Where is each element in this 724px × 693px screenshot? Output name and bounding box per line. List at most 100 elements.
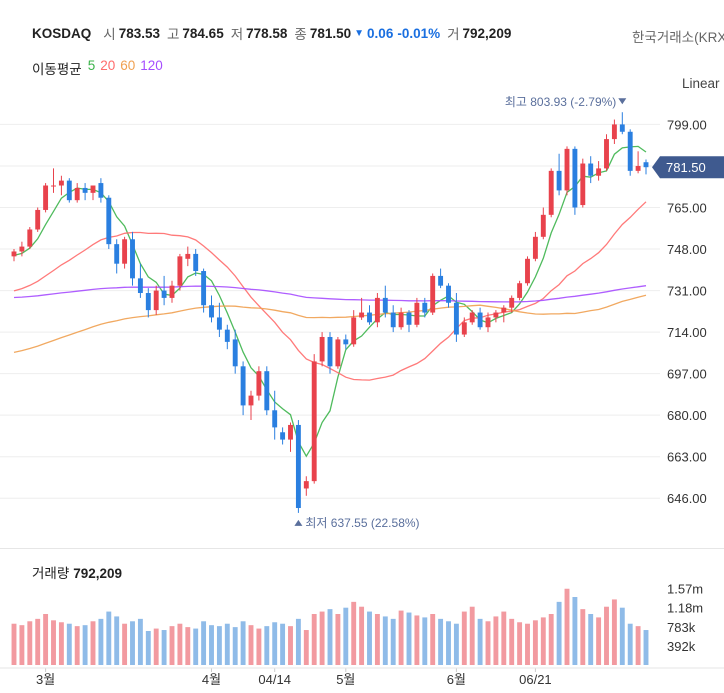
volume-bar — [272, 622, 278, 665]
candle-body — [382, 297, 388, 313]
candle-body — [611, 124, 617, 140]
volume-bar — [216, 626, 222, 665]
ma-legend-60[interactable]: 60 — [120, 58, 136, 73]
candle-body — [596, 168, 602, 176]
low-marker-icon — [294, 519, 303, 526]
low-label: 저 — [230, 27, 244, 42]
volume-tick-label: 1.57m — [667, 582, 703, 597]
exchange-name: 한국거래소(KRX) — [632, 30, 724, 45]
candle-body — [19, 246, 25, 252]
high-marker-icon — [618, 98, 627, 105]
candle-body — [359, 312, 365, 318]
volume-bar — [82, 625, 88, 665]
price-tick-label: 697.00 — [667, 367, 707, 382]
candle-body — [58, 180, 64, 186]
volume-bar — [556, 601, 562, 665]
candle-body — [406, 312, 412, 325]
volume-bar — [453, 623, 459, 665]
volume-bar — [619, 607, 625, 665]
last-price-tag — [652, 156, 724, 179]
volume-bar — [422, 617, 428, 665]
volume-bar — [311, 614, 317, 665]
candle-body — [232, 339, 238, 367]
price-tick-label: 680.00 — [667, 408, 707, 423]
high-annotation: 최고 803.93 (-2.79%) — [505, 95, 616, 109]
volume-bar — [145, 631, 151, 665]
last-price-label: 781.50 — [666, 160, 706, 175]
volume-bar — [319, 611, 325, 665]
close-label: 종 — [294, 27, 307, 42]
volume-bar — [564, 588, 570, 665]
volume-bar — [469, 606, 475, 665]
scale-mode-button[interactable]: Linear — [682, 76, 720, 91]
volume-bar — [604, 606, 609, 665]
volume-value: 792,209 — [462, 25, 512, 41]
candle-body — [201, 271, 207, 306]
volume-bar — [414, 615, 420, 665]
candle-body — [398, 312, 404, 328]
ma-legend-5[interactable]: 5 — [87, 58, 96, 73]
volume-bar — [66, 623, 72, 665]
candle-body — [66, 180, 72, 201]
volume-bar — [382, 616, 388, 665]
volume-bar — [493, 616, 499, 665]
volume-bar — [517, 622, 523, 665]
volume-bar — [359, 606, 365, 665]
candle-body — [51, 185, 56, 187]
volume-bar — [232, 627, 238, 665]
volume-bar — [501, 611, 507, 665]
candle-body — [446, 285, 451, 303]
candle-body — [240, 366, 246, 406]
volume-bar — [201, 621, 207, 665]
volume-bar — [303, 630, 309, 665]
volume-tick-label: 392k — [667, 639, 696, 654]
candle-body — [517, 283, 523, 298]
volume-bar — [11, 623, 17, 665]
volume-bar — [209, 625, 214, 665]
volume-bar — [446, 621, 451, 665]
volume-panel-title: 거래량 792,209 — [32, 562, 122, 582]
candle-body — [35, 209, 41, 230]
candle-body — [422, 302, 428, 313]
volume-bar — [51, 620, 56, 665]
volume-bar — [367, 611, 372, 665]
volume-bar — [122, 623, 128, 665]
candle-body — [588, 163, 594, 176]
candle-body — [272, 410, 278, 428]
volume-bar — [509, 618, 515, 665]
candle-body — [185, 253, 191, 259]
candle-body — [619, 124, 625, 132]
volume-bar — [611, 599, 617, 665]
symbol-name: KOSDAQ — [32, 25, 92, 41]
volume-bar — [114, 616, 120, 665]
change-percent: -0.01% — [397, 25, 441, 41]
x-tick-label: 6월 — [447, 672, 466, 687]
volume-bar — [588, 614, 594, 665]
candle-body — [161, 290, 167, 298]
candle-body — [11, 251, 17, 257]
candle-body — [98, 183, 104, 198]
candle-body — [209, 305, 214, 318]
price-tick-label: 765.00 — [667, 201, 707, 216]
volume-bar — [406, 612, 412, 665]
volume-bar — [548, 614, 554, 665]
ma-legend-20[interactable]: 20 — [100, 58, 116, 73]
volume-bar — [43, 614, 49, 665]
x-tick-label: 06/21 — [519, 672, 552, 687]
ma-legend-120[interactable]: 120 — [140, 58, 163, 73]
candle-body — [122, 239, 128, 264]
volume-bar — [461, 611, 467, 665]
volume-bar — [58, 622, 64, 665]
candle-body — [248, 395, 254, 406]
volume-bar — [580, 609, 586, 665]
volume-bar — [248, 625, 254, 665]
x-tick-label: 3월 — [36, 672, 55, 687]
volume-bar — [224, 623, 230, 665]
price-tick-label: 799.00 — [667, 117, 707, 132]
candle-body — [477, 312, 483, 328]
candle-body — [27, 229, 33, 247]
volume-panel-label: 거래량 — [32, 566, 70, 581]
candle-body — [509, 297, 515, 308]
candle-body — [367, 312, 372, 323]
